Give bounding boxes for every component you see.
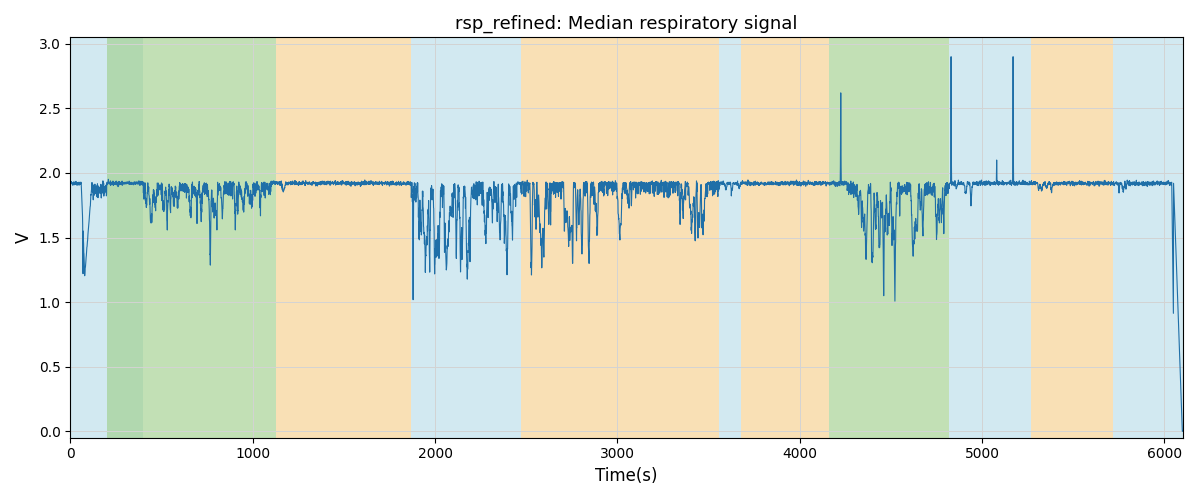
X-axis label: Time(s): Time(s) bbox=[595, 467, 658, 485]
Bar bbox=[829, 38, 949, 438]
Bar bbox=[742, 38, 829, 438]
Bar bbox=[720, 38, 742, 438]
Bar bbox=[107, 38, 276, 438]
Bar bbox=[71, 38, 107, 438]
Bar bbox=[521, 38, 720, 438]
Y-axis label: V: V bbox=[16, 232, 34, 243]
Bar bbox=[1031, 38, 1114, 438]
Bar bbox=[1114, 38, 1183, 438]
Bar bbox=[107, 38, 143, 438]
Title: rsp_refined: Median respiratory signal: rsp_refined: Median respiratory signal bbox=[455, 15, 798, 34]
Bar bbox=[276, 38, 412, 438]
Bar bbox=[949, 38, 1031, 438]
Bar bbox=[412, 38, 521, 438]
